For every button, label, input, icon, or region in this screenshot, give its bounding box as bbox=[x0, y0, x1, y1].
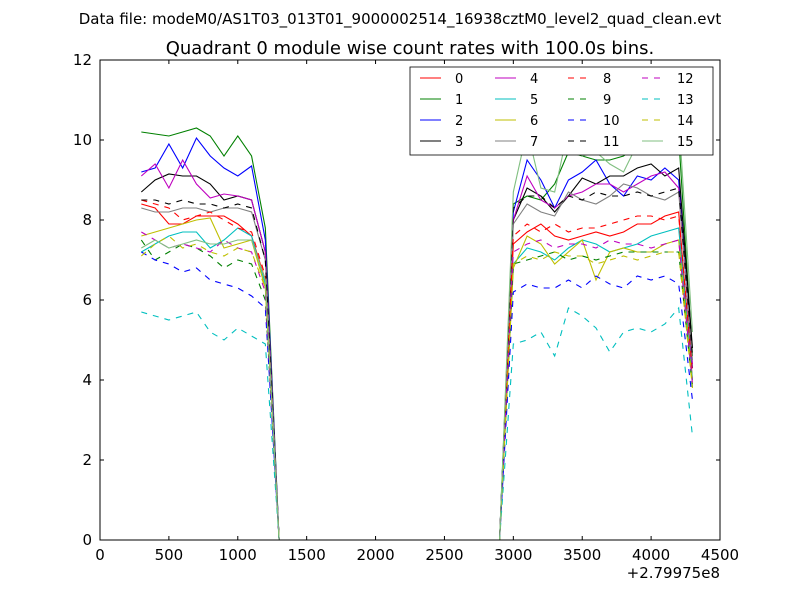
series-6-line bbox=[141, 217, 693, 541]
chart-title: Quadrant 0 module wise count rates with … bbox=[166, 38, 655, 59]
legend-label-0: 0 bbox=[455, 72, 463, 87]
legend-label-9: 9 bbox=[603, 93, 611, 108]
series-8-line bbox=[141, 199, 693, 541]
y-tick-label: 6 bbox=[82, 291, 92, 309]
series-3-line bbox=[140, 163, 693, 541]
x-tick-label: 3500 bbox=[563, 546, 601, 564]
legend-label-15: 15 bbox=[677, 135, 694, 150]
series-2-line bbox=[141, 136, 693, 541]
legend-box bbox=[409, 66, 714, 156]
series-5-line bbox=[141, 227, 693, 541]
x-tick-label: 4000 bbox=[632, 546, 670, 564]
legend-label-8: 8 bbox=[603, 72, 611, 87]
y-tick-label: 10 bbox=[73, 131, 92, 149]
x-tick-label: 500 bbox=[155, 546, 184, 564]
x-offset-label: +2.79975e8 bbox=[627, 564, 720, 582]
legend-label-2: 2 bbox=[455, 114, 463, 129]
series-13-line bbox=[141, 306, 693, 541]
series-1-line bbox=[141, 127, 693, 541]
y-tick-label: 4 bbox=[82, 371, 92, 389]
y-tick-label: 2 bbox=[82, 451, 92, 469]
x-tick-label: 1500 bbox=[288, 546, 326, 564]
series-0-line bbox=[141, 203, 693, 541]
plot-lines bbox=[140, 115, 693, 541]
y-tick-label: 0 bbox=[82, 531, 92, 549]
legend-label-6: 6 bbox=[530, 114, 538, 129]
legend-label-14: 14 bbox=[677, 114, 694, 129]
x-tick-label: 2000 bbox=[356, 546, 394, 564]
series-15-line bbox=[141, 115, 693, 541]
legend-label-1: 1 bbox=[455, 93, 463, 108]
x-tick-label: 2500 bbox=[425, 546, 463, 564]
x-tick-label: 4500 bbox=[701, 546, 739, 564]
x-tick-label: 0 bbox=[95, 546, 105, 564]
series-14-line bbox=[140, 235, 693, 541]
series-7-line bbox=[141, 183, 693, 541]
series-4-line bbox=[140, 158, 693, 541]
legend-label-10: 10 bbox=[603, 114, 620, 129]
x-tick-label: 3000 bbox=[494, 546, 532, 564]
legend-label-11: 11 bbox=[603, 135, 620, 150]
x-axis: 0 500 1000 1500 2000 2500 3000 3500 4000 4500 bbox=[95, 60, 739, 564]
series-10-line bbox=[141, 251, 693, 541]
legend-label-3: 3 bbox=[455, 135, 463, 150]
series-9-line bbox=[140, 239, 693, 541]
series-11-line bbox=[141, 187, 693, 541]
series-12-line bbox=[141, 231, 693, 541]
x-tick-label: 1000 bbox=[219, 546, 257, 564]
legend-label-5: 5 bbox=[530, 93, 538, 108]
legend-label-12: 12 bbox=[677, 72, 694, 87]
legend-label-7: 7 bbox=[530, 135, 538, 150]
y-tick-label: 12 bbox=[73, 51, 92, 69]
legend-label-4: 4 bbox=[530, 72, 538, 87]
legend-label-13: 13 bbox=[677, 93, 694, 108]
figure-suptitle: Data file: modeM0/AS1T03_013T01_90000025… bbox=[79, 10, 722, 29]
y-tick-label: 8 bbox=[82, 211, 92, 229]
